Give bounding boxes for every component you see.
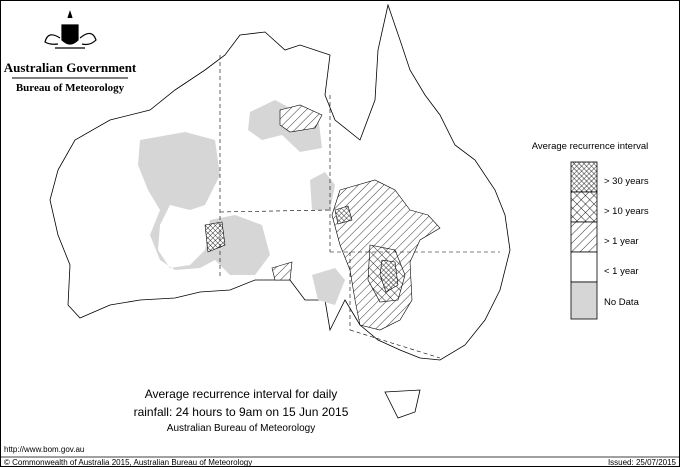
legend-label: > 10 years	[604, 206, 649, 217]
legend-swatch	[570, 191, 598, 223]
header-subtitle: Bureau of Meteorology	[16, 82, 125, 94]
caption-line: rainfall: 24 hours to 9am on 15 Jun 2015	[134, 405, 349, 419]
australia-map	[49, 3, 511, 419]
header-title: Australian Government	[4, 60, 137, 75]
legend-label: > 30 years	[604, 176, 649, 187]
footer-copyright: © Commonwealth of Australia 2015, Austra…	[4, 458, 252, 467]
legend-title: Average recurrence interval	[532, 141, 649, 152]
footer-url: http://www.bom.gov.au	[4, 445, 84, 454]
caption-line: Average recurrence interval for daily	[145, 387, 338, 401]
coat-of-arms	[44, 10, 97, 49]
legend-label: > 1 year	[604, 236, 639, 247]
legend-swatch	[570, 161, 598, 193]
legend-labels: > 30 years > 10 years > 1 year < 1 year …	[604, 176, 649, 308]
legend-swatch	[570, 281, 598, 320]
legend-label: No Data	[604, 297, 640, 308]
legend-swatch	[570, 251, 598, 283]
legend-label: < 1 year	[604, 266, 639, 277]
legend-swatch	[570, 221, 598, 253]
legend	[570, 161, 598, 320]
footer-issued: Issued: 25/07/2015	[608, 458, 677, 467]
caption-line: Australian Bureau of Meteorology	[167, 423, 315, 434]
